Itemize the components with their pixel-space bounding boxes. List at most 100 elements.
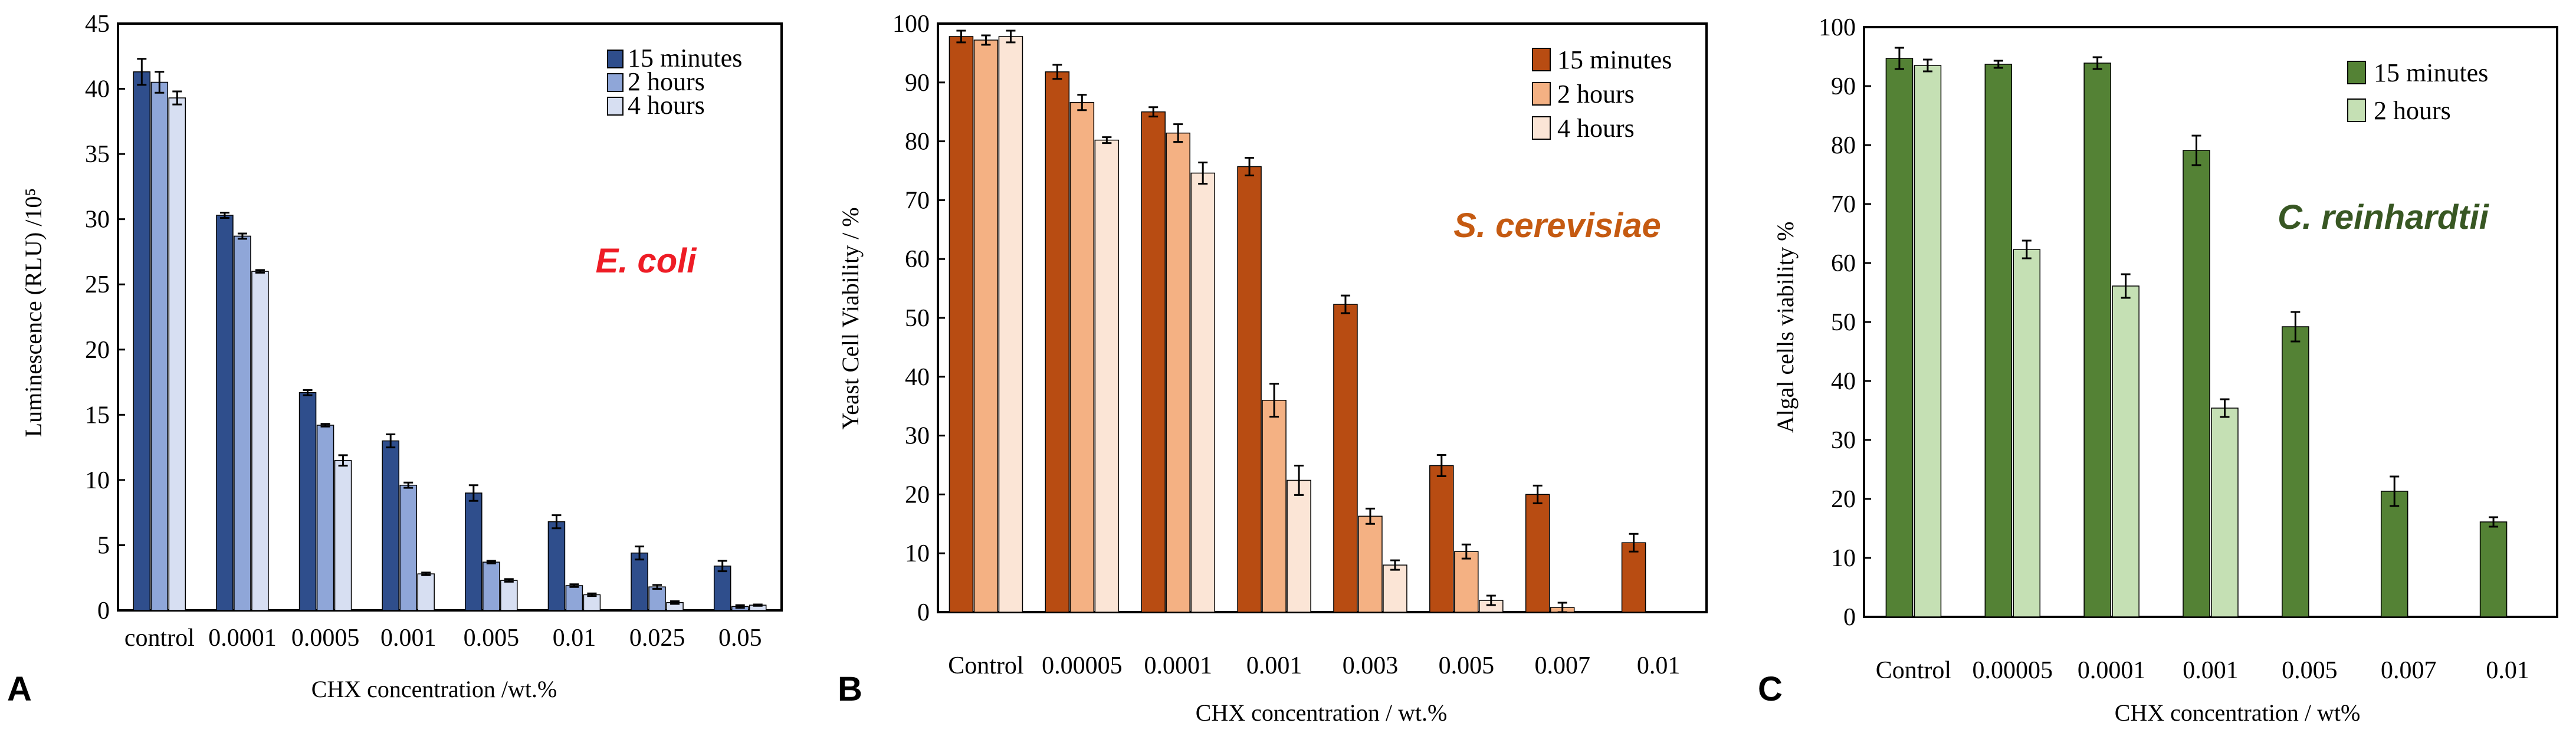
panel-b-bar-15-minutes-0-01 xyxy=(1621,542,1646,613)
panel-c-bar-15-minutes-0-001 xyxy=(2183,150,2210,617)
panel-b-bar-4-hours-0-0001 xyxy=(1190,172,1215,613)
panel-b-bar-4-hours-control xyxy=(998,36,1023,613)
panel-a-y-tick-label: 5 xyxy=(97,532,110,559)
panel-c-y-tick-label: 30 xyxy=(1831,427,1856,454)
panel-b-bar-4-hours-0-003 xyxy=(1383,564,1407,613)
panel-c-chart: C Algal cells viability % CHX concentrat… xyxy=(1758,14,2558,726)
panel-b-bar-15-minutes-0-001 xyxy=(1237,166,1262,613)
panel-c-bar-15-minutes-0-0001 xyxy=(2083,63,2111,617)
panel-a-bar-15-minutes-0-0005 xyxy=(298,392,317,611)
panel-b-bar-2-hours-control xyxy=(973,40,999,613)
panel-b-x-tick-label: 0.00005 xyxy=(1042,652,1123,679)
panel-b-y-tick-label: 60 xyxy=(905,246,930,273)
panel-c-y-tick-label: 70 xyxy=(1831,191,1856,218)
panel-b-bar-2-hours-0-003 xyxy=(1358,515,1383,613)
panel-a-bar-15-minutes-0-025 xyxy=(631,552,648,611)
panel-b-legend-swatch-2-hours xyxy=(1532,82,1551,106)
panel-c-x-tick-label: 0.0001 xyxy=(2078,657,2146,684)
panel-a-bar-15-minutes-0-005 xyxy=(465,492,483,611)
panel-b-bar-15-minutes-0-0001 xyxy=(1141,111,1166,613)
panel-a-bar-4-hours-0-005 xyxy=(500,580,518,611)
panel-c-y-tick-label: 60 xyxy=(1831,250,1856,277)
panel-c-y-tick-label: 20 xyxy=(1831,486,1856,513)
panel-c-bar-15-minutes-0-007 xyxy=(2380,491,2408,617)
panel-b-legend-label-4-hours: 4 hours xyxy=(1557,114,1635,143)
panel-b-bar-15-minutes-0-005 xyxy=(1429,465,1454,613)
panel-a-bar-4-hours-0-01 xyxy=(583,594,601,611)
panel-c-y-tick-label: 50 xyxy=(1831,309,1856,336)
panel-a-bar-15-minutes-control xyxy=(133,71,151,611)
panel-b-x-tick-label: 0.003 xyxy=(1343,652,1399,679)
panel-a-legend-swatch-2-hours xyxy=(607,73,624,92)
panel-b-y-tick-label: 10 xyxy=(905,540,930,567)
panel-b-bar-15-minutes-0-003 xyxy=(1333,304,1358,613)
panel-c-bar-15-minutes-0-005 xyxy=(2282,326,2309,617)
panel-c-plot-frame xyxy=(1863,26,2558,618)
panel-a-y-tick-label: 0 xyxy=(97,597,110,625)
panel-c-bar-15-minutes-0-01 xyxy=(2479,521,2508,617)
panel-a-y-tick-label: 40 xyxy=(85,76,110,103)
panel-a-y-tick-label: 20 xyxy=(85,337,110,364)
panel-b-x-tick-label: 0.0001 xyxy=(1144,652,1212,679)
panel-a-bar-2-hours-0-025 xyxy=(648,586,666,611)
panel-c-x-tick-label: 0.00005 xyxy=(1973,657,2053,684)
panel-b-x-tick-label: 0.001 xyxy=(1246,652,1302,679)
panel-b-y-tick-label: 20 xyxy=(905,481,930,508)
panel-b-legend-swatch-15-minutes xyxy=(1532,48,1551,71)
panel-b-x-axis-title: CHX concentration / wt.% xyxy=(1196,699,1448,726)
panel-c-y-tick-label: 10 xyxy=(1831,545,1856,572)
panel-a-label: A xyxy=(7,670,32,708)
panel-a-legend-label-15-minutes: 15 minutes xyxy=(628,44,742,73)
panel-b-bar-15-minutes-0-00005 xyxy=(1045,71,1070,613)
panel-c-bar-2-hours-control xyxy=(1914,65,1942,617)
panel-c-y-tick-label: 40 xyxy=(1831,368,1856,395)
panel-b-legend: 15 minutes 2 hours 4 hours xyxy=(1532,45,1672,143)
panel-c-x-tick-label: 0.01 xyxy=(2486,657,2529,684)
panel-b-bar-2-hours-0-00005 xyxy=(1069,101,1095,613)
panel-a-chart: A Luminescence (RLU) /10⁵ CHX concentrat… xyxy=(7,11,783,708)
panel-b-y-tick-label: 80 xyxy=(905,129,930,156)
panel-a-bar-4-hours-0-0005 xyxy=(334,459,352,611)
panel-a-bar-15-minutes-0-01 xyxy=(547,521,566,611)
panel-a-bar-4-hours-control xyxy=(168,97,186,611)
panel-a-bar-2-hours-0-01 xyxy=(565,585,583,611)
panel-b-y-tick-label: 0 xyxy=(917,599,930,626)
panel-c-y-tick-label: 80 xyxy=(1831,132,1856,159)
panel-a-legend-swatch-4-hours xyxy=(607,97,624,116)
panel-b-bar-15-minutes-control xyxy=(949,36,974,613)
panel-c-y-tick-label: 0 xyxy=(1843,604,1856,631)
panel-b-y-tick-label: 30 xyxy=(905,423,930,450)
panel-a-x-tick-label: 0.025 xyxy=(629,625,685,652)
panel-a-bar-15-minutes-0-001 xyxy=(382,440,399,611)
panel-c-y-axis-title: Algal cells viability % xyxy=(1772,222,1799,433)
panel-b-x-tick-label: 0.007 xyxy=(1534,652,1590,679)
panel-b-legend-label-15-minutes: 15 minutes xyxy=(1557,45,1672,74)
panel-c-bar-2-hours-0-00005 xyxy=(2013,249,2041,617)
panel-a-x-tick-label: control xyxy=(124,625,195,652)
panel-c-x-tick-label: 0.007 xyxy=(2381,657,2437,684)
panel-a-y-tick-label: 25 xyxy=(85,271,110,298)
panel-c-label: C xyxy=(1758,670,1783,708)
panel-a-bar-15-minutes-0-0001 xyxy=(216,215,234,611)
panel-b-bar-2-hours-0-001 xyxy=(1262,399,1287,613)
panel-c-y-tick-label: 100 xyxy=(1819,14,1856,41)
panel-c-x-tick-label: Control xyxy=(1876,657,1951,684)
panel-b-label: B xyxy=(838,670,862,708)
panel-a-y-tick-label: 10 xyxy=(85,467,110,494)
panel-c-legend-label-15-minutes: 15 minutes xyxy=(2374,58,2488,87)
panel-c-legend-swatch-15-minutes xyxy=(2347,61,2366,84)
panel-b-x-tick-label: 0.005 xyxy=(1439,652,1495,679)
panel-b-y-tick-label: 70 xyxy=(905,187,930,214)
panel-a-legend-label-4-hours: 4 hours xyxy=(628,91,705,120)
panel-b-legend-label-2-hours: 2 hours xyxy=(1557,80,1635,109)
panel-b-y-tick-label: 40 xyxy=(905,364,930,391)
panel-c-bar-2-hours-0-0001 xyxy=(2112,285,2139,617)
panel-a-y-axis-title: Luminescence (RLU) /10⁵ xyxy=(20,188,47,438)
panel-b-bar-4-hours-0-001 xyxy=(1287,479,1311,613)
panel-b-legend-swatch-4-hours xyxy=(1532,116,1551,140)
panel-a-y-tick-label: 35 xyxy=(85,141,110,168)
panel-a-x-tick-label: 0.001 xyxy=(380,625,437,652)
panel-a-x-tick-label: 0.0001 xyxy=(208,625,277,652)
panel-a-x-tick-label: 0.0005 xyxy=(291,625,360,652)
